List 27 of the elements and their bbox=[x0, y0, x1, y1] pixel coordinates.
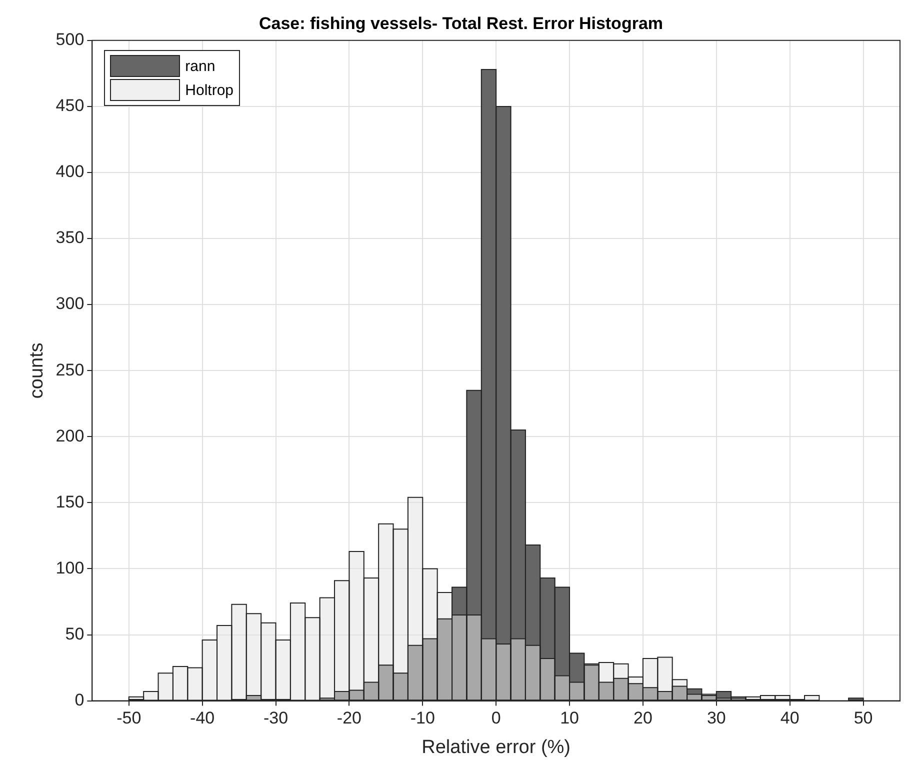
y-tick-label: 200 bbox=[56, 426, 84, 446]
x-tick-label: -50 bbox=[116, 708, 142, 728]
y-tick-label: 450 bbox=[56, 96, 84, 116]
x-tick-label: -10 bbox=[410, 708, 435, 728]
y-tick-label: 250 bbox=[56, 360, 84, 380]
x-tick-label: 30 bbox=[706, 708, 726, 728]
x-tick-label: -30 bbox=[263, 708, 288, 728]
x-tick-label: 0 bbox=[491, 708, 501, 728]
y-tick-label: 300 bbox=[56, 294, 84, 314]
x-tick-label: -40 bbox=[190, 708, 215, 728]
y-axis-title: counts bbox=[26, 342, 48, 399]
x-axis-title: Relative error (%) bbox=[422, 736, 571, 758]
y-tick-label: 350 bbox=[56, 228, 84, 248]
chart-title: Case: fishing vessels- Total Rest. Error Histogram bbox=[258, 14, 664, 33]
x-tick-label: 50 bbox=[854, 708, 873, 728]
legend-label: Holtrop bbox=[185, 82, 234, 99]
x-tick-label: 20 bbox=[634, 708, 652, 728]
y-tick-label: 50 bbox=[65, 624, 84, 644]
x-tick-label: 40 bbox=[780, 708, 800, 728]
x-tick-label: -20 bbox=[336, 708, 362, 728]
x-tick-label: 10 bbox=[560, 708, 579, 728]
y-tick-label: 100 bbox=[56, 558, 84, 578]
y-tick-label: 0 bbox=[74, 690, 84, 710]
legend-label: rann bbox=[185, 58, 216, 75]
y-tick-label: 400 bbox=[56, 162, 84, 182]
y-tick-label: 150 bbox=[56, 492, 84, 512]
y-tick-label: 500 bbox=[56, 30, 84, 50]
